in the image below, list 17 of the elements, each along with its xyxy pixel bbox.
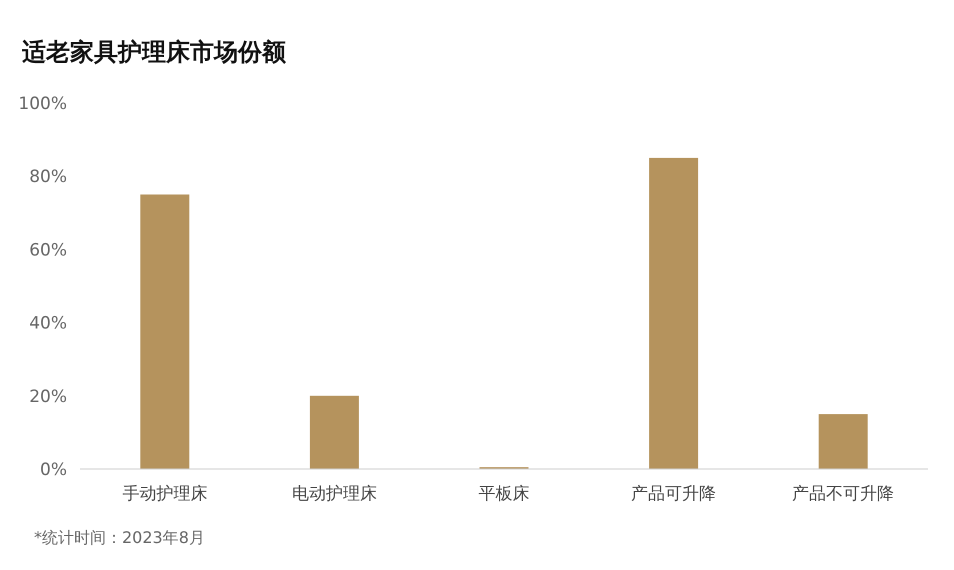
bar: [140, 194, 190, 469]
y-tick-label: 40%: [29, 314, 67, 334]
x-tick-label: 电动护理床: [292, 484, 377, 504]
x-tick-label: 产品可升降: [631, 484, 716, 504]
y-tick-label: 80%: [29, 167, 67, 188]
y-tick-label: 60%: [29, 240, 67, 260]
bar: [649, 158, 698, 469]
bar: [310, 396, 359, 469]
bar: [818, 414, 868, 469]
x-tick-label: 平板床: [478, 484, 530, 504]
y-tick-label: 100%: [18, 94, 67, 114]
text: *统计时间：2023年8月: [34, 528, 205, 547]
chart-title: 适老家具护理床市场份额: [21, 38, 287, 66]
x-tick-label: 手动护理床: [122, 484, 208, 504]
x-tick-label: 产品不可升降: [792, 484, 894, 504]
y-tick-label: 20%: [29, 386, 67, 407]
y-tick-label: 0%: [40, 460, 67, 480]
